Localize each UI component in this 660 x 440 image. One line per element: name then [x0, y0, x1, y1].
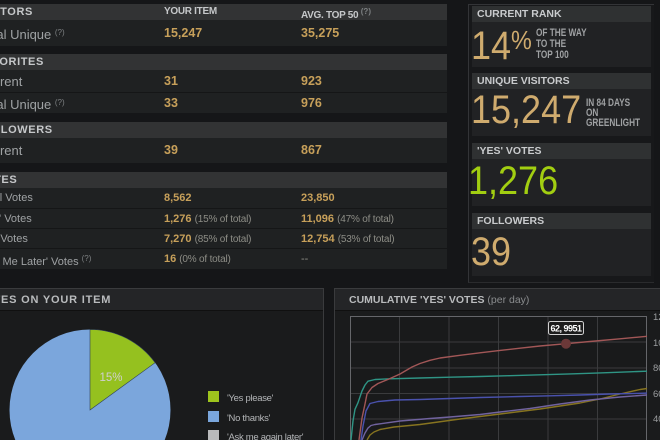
svg-text:8000: 8000 [653, 363, 660, 374]
svg-text:62, 9951: 62, 9951 [550, 323, 582, 333]
svg-text:15%: 15% [99, 372, 122, 384]
svg-text:'Yes please': 'Yes please' [227, 393, 274, 404]
svg-text:10000: 10000 [653, 338, 660, 349]
svg-text:6000: 6000 [653, 389, 660, 400]
svg-text:'Ask me again later': 'Ask me again later' [227, 432, 304, 440]
svg-text:12000: 12000 [653, 312, 660, 323]
svg-text:'No thanks': 'No thanks' [227, 413, 271, 424]
svg-text:4000: 4000 [653, 414, 660, 425]
